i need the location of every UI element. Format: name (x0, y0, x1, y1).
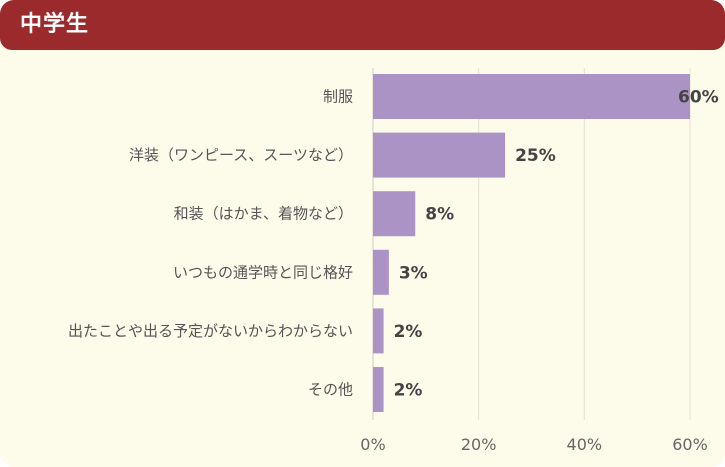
header-bar: 中学生 (0, 0, 725, 50)
category-label: 制服 (323, 88, 353, 106)
x-tick-label: 60% (672, 435, 708, 454)
category-label: その他 (308, 381, 353, 399)
bar (373, 249, 389, 295)
data-label: 60% (678, 88, 719, 108)
bar (373, 367, 384, 412)
data-label: 2% (394, 322, 423, 342)
category-label: 出たことや出る予定がないからわからない (68, 322, 353, 340)
data-label: 2% (394, 381, 423, 401)
data-label: 25% (515, 146, 556, 166)
data-label: 8% (425, 205, 454, 225)
chart-title: 中学生 (20, 12, 90, 37)
bar (373, 74, 690, 119)
bar (373, 132, 506, 178)
bar (373, 191, 416, 237)
x-tick-label: 0% (360, 435, 385, 454)
x-tick-label: 40% (567, 435, 603, 454)
category-label: いつもの通学時と同じ格好 (173, 263, 353, 281)
category-label: 洋装（ワンピース、スーツなど） (129, 146, 353, 164)
x-tick-label: 20% (461, 435, 497, 454)
category-label: 和装（はかま、着物など） (174, 205, 353, 223)
data-label: 3% (399, 263, 428, 283)
bar (373, 308, 384, 354)
